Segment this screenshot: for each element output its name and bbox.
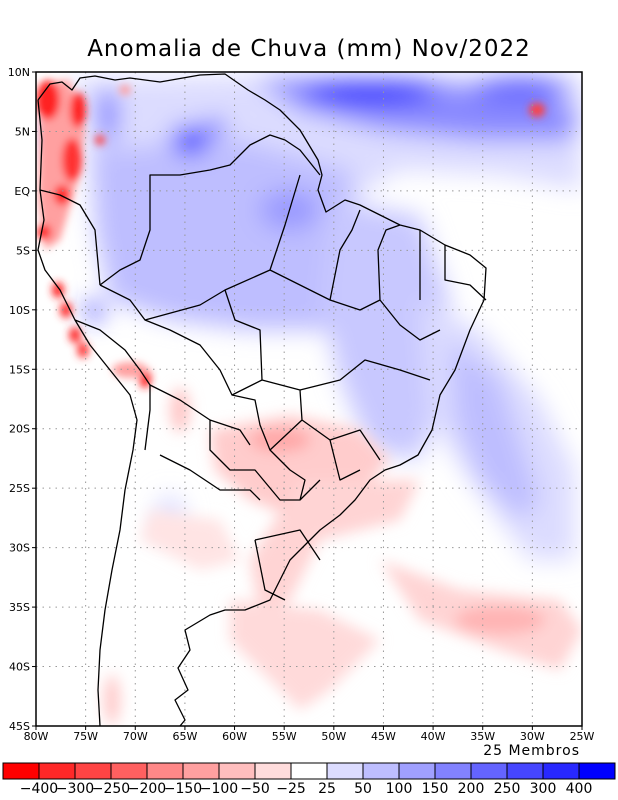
colorbar-label: 250 (494, 781, 521, 797)
lat-tick-label: 10N (8, 66, 30, 79)
lon-tick-label: 40W (421, 730, 446, 743)
plot-frame (35, 71, 583, 727)
lat-tick-label: 40S (9, 661, 30, 674)
colorbar-label: −100 (200, 781, 238, 797)
colorbar-swatch (578, 762, 616, 780)
lon-tick-label: 50W (321, 730, 346, 743)
colorbar-swatch (74, 762, 112, 780)
colorbar-swatch (254, 762, 292, 780)
south-america-coastline (37, 73, 487, 726)
colorbar-swatch (326, 762, 364, 780)
colorbar-swatch (542, 762, 580, 780)
lat-tick-label: 5N (15, 125, 30, 138)
colorbar-swatch (362, 762, 400, 780)
lon-tick-label: 45W (371, 730, 396, 743)
colorbar-label: −250 (92, 781, 130, 797)
grid-lines (36, 72, 582, 726)
colorbar-label: 400 (566, 781, 593, 797)
lat-tick-label: 15S (9, 363, 30, 376)
lon-tick-label: 75W (73, 730, 98, 743)
anomaly-field (36, 72, 582, 726)
lat-tick-label: 20S (9, 423, 30, 436)
colorbar-swatch (506, 762, 544, 780)
lon-tick-label: 60W (222, 730, 247, 743)
lat-tick-label: 25S (9, 482, 30, 495)
colorbar-swatch (182, 762, 220, 780)
lon-tick-label: 30W (520, 730, 545, 743)
colorbar-label: 50 (354, 781, 372, 797)
colorbar-label: −300 (56, 781, 94, 797)
lon-tick-label: 55W (272, 730, 297, 743)
colorbar-label: −150 (164, 781, 202, 797)
lat-tick-label: 30S (9, 542, 30, 555)
colorbar-swatch (398, 762, 436, 780)
colorbar-swatch (2, 762, 40, 780)
colorbar-label: −400 (20, 781, 58, 797)
lat-tick-label: 10S (9, 304, 30, 317)
chart-title: Anomalia de Chuva (mm) Nov/2022 (87, 36, 531, 62)
colorbar-label: 25 (318, 781, 336, 797)
members-label: 25 Membros (483, 743, 580, 759)
lat-tick-label: 45S (9, 720, 30, 733)
lat-tick-label: 5S (16, 244, 30, 257)
coastlines-borders (37, 73, 487, 726)
negative-anomaly-south (104, 388, 582, 725)
colorbar: −400−300−250−200−150−100 −50 −25 25 50 100 150… (2, 762, 616, 797)
colorbar-swatch (218, 762, 256, 780)
lat-tick-label: 35S (9, 601, 30, 614)
lon-tick-label: 65W (172, 730, 197, 743)
colorbar-label: 100 (386, 781, 413, 797)
colorbar-swatch (146, 762, 184, 780)
colorbar-label: −200 (128, 781, 166, 797)
colorbar-swatch (38, 762, 76, 780)
lat-tick-label: EQ (14, 185, 30, 198)
pacific-coastline (37, 99, 138, 726)
axes: 80W 75W 70W 65W 60W 55W 50W 45W 40W 35W 30W 25W 10N 5… (8, 66, 595, 743)
colorbar-label: −25 (276, 781, 306, 797)
state-borders (144, 174, 487, 481)
lon-tick-label: 25W (570, 730, 595, 743)
colorbar-swatch (470, 762, 508, 780)
colorbar-label: 300 (530, 781, 557, 797)
colorbar-label: 150 (422, 781, 449, 797)
lon-tick-label: 70W (123, 730, 148, 743)
colorbar-swatch (290, 762, 328, 780)
colorbar-swatch (110, 762, 148, 780)
andean-borders (39, 189, 321, 601)
negative-anomaly-areas (36, 80, 545, 388)
lon-tick-label: 80W (24, 730, 49, 743)
lon-tick-label: 35W (470, 730, 495, 743)
colorbar-swatch (434, 762, 472, 780)
colorbar-label: 200 (458, 781, 485, 797)
colorbar-label: −50 (240, 781, 270, 797)
